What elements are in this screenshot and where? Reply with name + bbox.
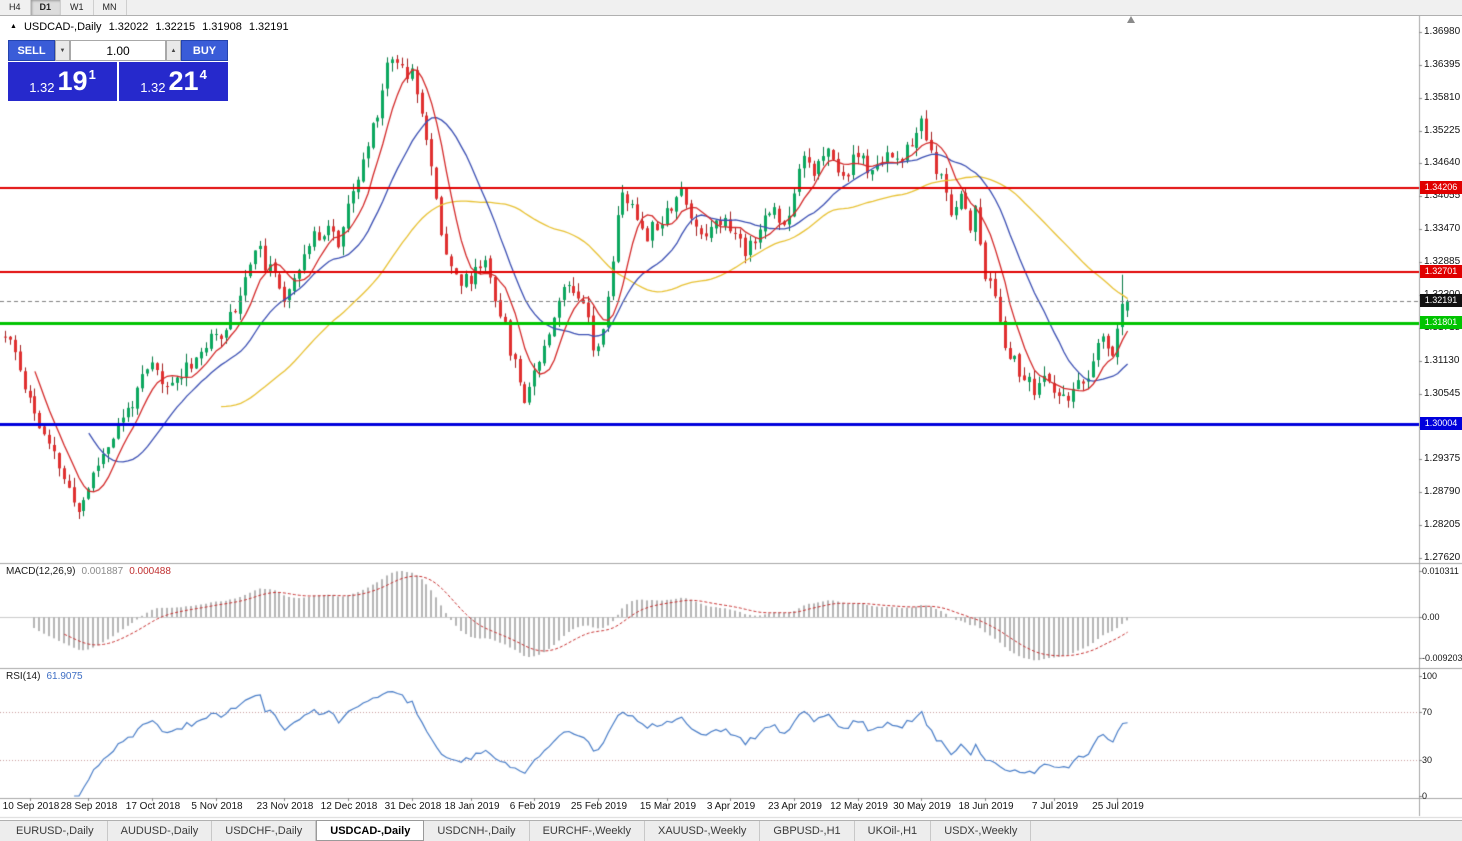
chart-tab-usdcad-daily[interactable]: USDCAD-,Daily: [316, 820, 425, 841]
buy-price-pip-digit: 4: [199, 67, 207, 82]
price-axis[interactable]: [1420, 15, 1462, 798]
sell-price-big-digits: 19: [57, 66, 88, 96]
chart-tab-ukoil-h1[interactable]: UKOil-,H1: [855, 821, 932, 841]
buy-price-panel[interactable]: 1.32 21 4: [119, 62, 228, 101]
sell-button[interactable]: SELL: [8, 40, 55, 61]
chart-tab-xauusd-weekly[interactable]: XAUUSD-,Weekly: [645, 821, 761, 841]
chart-tab-gbpusd-h1[interactable]: GBPUSD-,H1: [760, 821, 855, 841]
time-axis[interactable]: [0, 799, 1419, 816]
chart-tab-eurusd-daily[interactable]: EURUSD-,Daily: [3, 821, 108, 841]
timeframe-toolbar: H4 D1 W1 MN: [0, 0, 1462, 16]
buy-price-big-digits: 21: [168, 66, 199, 96]
sell-price-pip-digit: 1: [88, 67, 96, 82]
chart-tab-usdchf-daily[interactable]: USDCHF-,Daily: [212, 821, 317, 841]
volume-input[interactable]: 1.00: [70, 40, 166, 61]
chart-tab-usdcnh-daily[interactable]: USDCNH-,Daily: [424, 821, 530, 841]
buy-price-prefix: 1.32: [140, 80, 166, 95]
chart-tab-audusd-daily[interactable]: AUDUSD-,Daily: [108, 821, 213, 841]
chart-tabs-bar: EURUSD-,Daily AUDUSD-,Daily USDCHF-,Daily U…: [0, 820, 1462, 841]
buy-button[interactable]: BUY: [181, 40, 228, 61]
sell-price-prefix: 1.32: [29, 80, 55, 95]
chart-tab-eurchf-weekly[interactable]: EURCHF-,Weekly: [530, 821, 645, 841]
timeframe-button-h4[interactable]: H4: [0, 0, 31, 15]
chart-shift-marker[interactable]: [1127, 16, 1135, 23]
chevron-down-icon: ▼: [59, 47, 66, 54]
timeframe-button-d1[interactable]: D1: [30, 0, 62, 15]
volume-decrease-button[interactable]: ▼: [55, 40, 70, 61]
one-click-trading-panel: SELL ▼ 1.00 ▲ BUY 1.32 19 1 1.32 21 4: [8, 40, 228, 101]
timeframe-button-w1[interactable]: W1: [61, 0, 94, 15]
chevron-up-icon: ▲: [170, 47, 177, 54]
sell-price-panel[interactable]: 1.32 19 1: [8, 62, 117, 101]
volume-increase-button[interactable]: ▲: [166, 40, 181, 61]
timeframe-button-mn[interactable]: MN: [94, 0, 127, 15]
chart-tab-usdx-weekly[interactable]: USDX-,Weekly: [931, 821, 1032, 841]
